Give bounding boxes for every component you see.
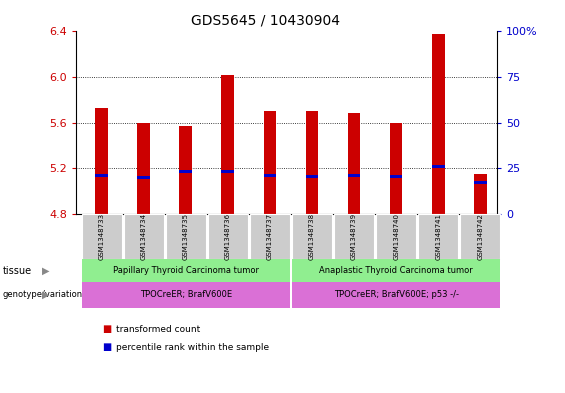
Bar: [306, 111, 318, 214]
Bar: [432, 165, 445, 168]
Text: genotype/variation: genotype/variation: [3, 290, 83, 299]
Text: GSM1348734: GSM1348734: [141, 213, 147, 260]
Text: GSM1348739: GSM1348739: [351, 213, 357, 260]
Bar: [264, 111, 276, 214]
Bar: [221, 75, 234, 214]
Text: GSM1348733: GSM1348733: [98, 213, 105, 260]
Text: ▶: ▶: [42, 290, 50, 300]
Bar: [137, 176, 150, 179]
Text: GSM1348741: GSM1348741: [435, 213, 441, 260]
Text: Anaplastic Thyroid Carcinoma tumor: Anaplastic Thyroid Carcinoma tumor: [319, 266, 473, 275]
Text: tissue: tissue: [3, 266, 32, 276]
Text: GSM1348736: GSM1348736: [225, 213, 231, 260]
Bar: [180, 171, 192, 173]
Text: GSM1348742: GSM1348742: [477, 213, 484, 260]
Bar: [306, 175, 318, 178]
Bar: [264, 174, 276, 177]
Text: GSM1348737: GSM1348737: [267, 213, 273, 260]
Bar: [95, 174, 108, 177]
Bar: [180, 126, 192, 214]
Text: percentile rank within the sample: percentile rank within the sample: [116, 343, 269, 351]
Bar: [390, 175, 402, 178]
Text: ■: ■: [102, 324, 111, 334]
Bar: [348, 174, 360, 177]
Text: Papillary Thyroid Carcinoma tumor: Papillary Thyroid Carcinoma tumor: [112, 266, 259, 275]
Bar: [474, 174, 486, 214]
Bar: [95, 108, 108, 214]
Bar: [221, 171, 234, 173]
Text: GSM1348740: GSM1348740: [393, 213, 399, 260]
Text: ■: ■: [102, 342, 111, 352]
Text: transformed count: transformed count: [116, 325, 200, 334]
Text: TPOCreER; BrafV600E; p53 -/-: TPOCreER; BrafV600E; p53 -/-: [334, 290, 459, 299]
Bar: [432, 34, 445, 214]
Text: GSM1348735: GSM1348735: [182, 213, 189, 260]
Text: GSM1348738: GSM1348738: [309, 213, 315, 260]
Bar: [137, 123, 150, 214]
Bar: [390, 123, 402, 214]
Bar: [348, 112, 360, 214]
Bar: [474, 181, 486, 184]
Text: TPOCreER; BrafV600E: TPOCreER; BrafV600E: [140, 290, 232, 299]
Text: GDS5645 / 10430904: GDS5645 / 10430904: [191, 14, 340, 28]
Text: ▶: ▶: [42, 266, 50, 276]
